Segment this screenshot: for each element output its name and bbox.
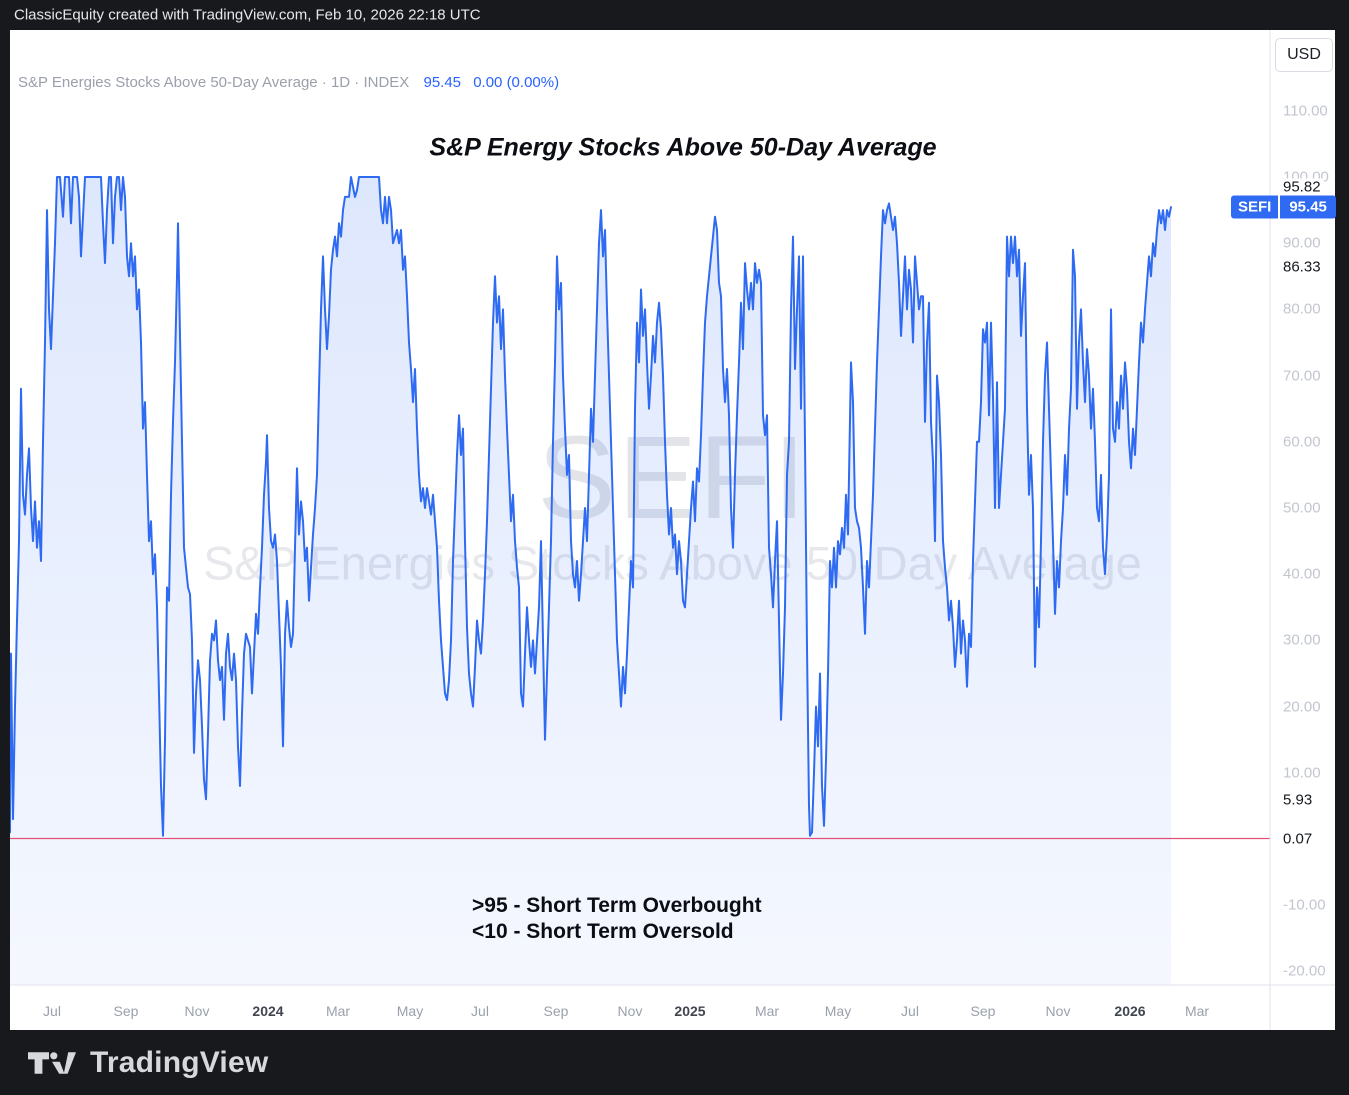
time-tick-month: Nov <box>1045 1003 1071 1019</box>
time-tick-month: Sep <box>113 1003 139 1019</box>
time-tick-month: Mar <box>754 1003 780 1019</box>
last-value-badge: SEFI 95.45 <box>1231 195 1336 219</box>
price-tick-label: 90.00 <box>1283 234 1321 252</box>
price-tick-label: 40.00 <box>1283 565 1321 583</box>
time-tick-month: Jul <box>43 1003 61 1019</box>
time-tick-month: Sep <box>970 1003 996 1019</box>
time-tick-month: Jul <box>901 1003 919 1019</box>
time-tick-year: 2024 <box>252 1003 284 1019</box>
price-tick-label: 70.00 <box>1283 367 1321 385</box>
attribution-bar: ClassicEquity created with TradingView.c… <box>0 0 1349 30</box>
attribution-text: ClassicEquity created with TradingView.c… <box>14 6 481 24</box>
chart-title-annotation[interactable]: S&P Energy Stocks Above 50-Day Average <box>429 133 937 162</box>
tradingview-logo-icon <box>28 1051 76 1074</box>
oversold-note: <10 - Short Term Oversold <box>472 920 734 943</box>
series-line <box>10 176 1172 837</box>
price-tick-label: 5.93 <box>1283 791 1316 809</box>
chart-panel: SEFI S&P Energies Stocks Above 50-Day Av… <box>10 30 1336 1030</box>
time-tick-year: 2025 <box>674 1003 706 1019</box>
time-tick-month: Nov <box>617 1003 643 1019</box>
price-tick-label: 30.00 <box>1283 631 1321 649</box>
price-tick-label: 86.33 <box>1283 258 1324 276</box>
price-tick-label: -20.00 <box>1283 962 1326 980</box>
price-tick-label: 0.07 <box>1283 830 1316 848</box>
price-tick-label: 95.82 <box>1283 178 1324 196</box>
time-tick-month: Mar <box>325 1003 351 1019</box>
last-price: 95.45 <box>423 74 462 91</box>
badge-symbol: SEFI <box>1231 195 1279 219</box>
symbol-header[interactable]: S&P Energies Stocks Above 50-Day Average… <box>18 74 559 91</box>
currency-button[interactable]: USD <box>1275 38 1333 72</box>
price-tick-label: -10.00 <box>1283 896 1326 914</box>
tradingview-logo[interactable]: TradingView <box>28 1045 268 1081</box>
overbought-note: >95 - Short Term Overbought <box>472 894 762 917</box>
tradingview-logo-text: TradingView <box>90 1045 269 1079</box>
time-tick-month: Mar <box>1184 1003 1210 1019</box>
price-tick-label: 10.00 <box>1283 764 1321 782</box>
time-tick-month: Jul <box>471 1003 489 1019</box>
time-tick-year: 2026 <box>1114 1003 1146 1019</box>
price-change: 0.00 (0.00%) <box>473 74 560 91</box>
price-tick-label: 50.00 <box>1283 499 1321 517</box>
time-tick-month: May <box>824 1003 852 1019</box>
time-tick-month: Nov <box>184 1003 210 1019</box>
time-tick-month: May <box>396 1003 424 1019</box>
price-tick-label: 110.00 <box>1283 102 1328 120</box>
footer-bar: TradingView <box>0 1030 1349 1095</box>
threshold-annotation[interactable]: >95 - Short Term Overbought <10 - Short … <box>472 893 762 945</box>
price-tick-label: 20.00 <box>1283 698 1321 716</box>
series-area-fill <box>10 177 1171 985</box>
badge-value: 95.45 <box>1280 195 1336 219</box>
price-tick-label: 60.00 <box>1283 433 1321 451</box>
time-tick-month: Sep <box>543 1003 569 1019</box>
price-tick-label: 80.00 <box>1283 300 1321 318</box>
symbol-description[interactable]: S&P Energies Stocks Above 50-Day Average… <box>18 74 410 91</box>
price-chart[interactable] <box>10 30 1335 1030</box>
